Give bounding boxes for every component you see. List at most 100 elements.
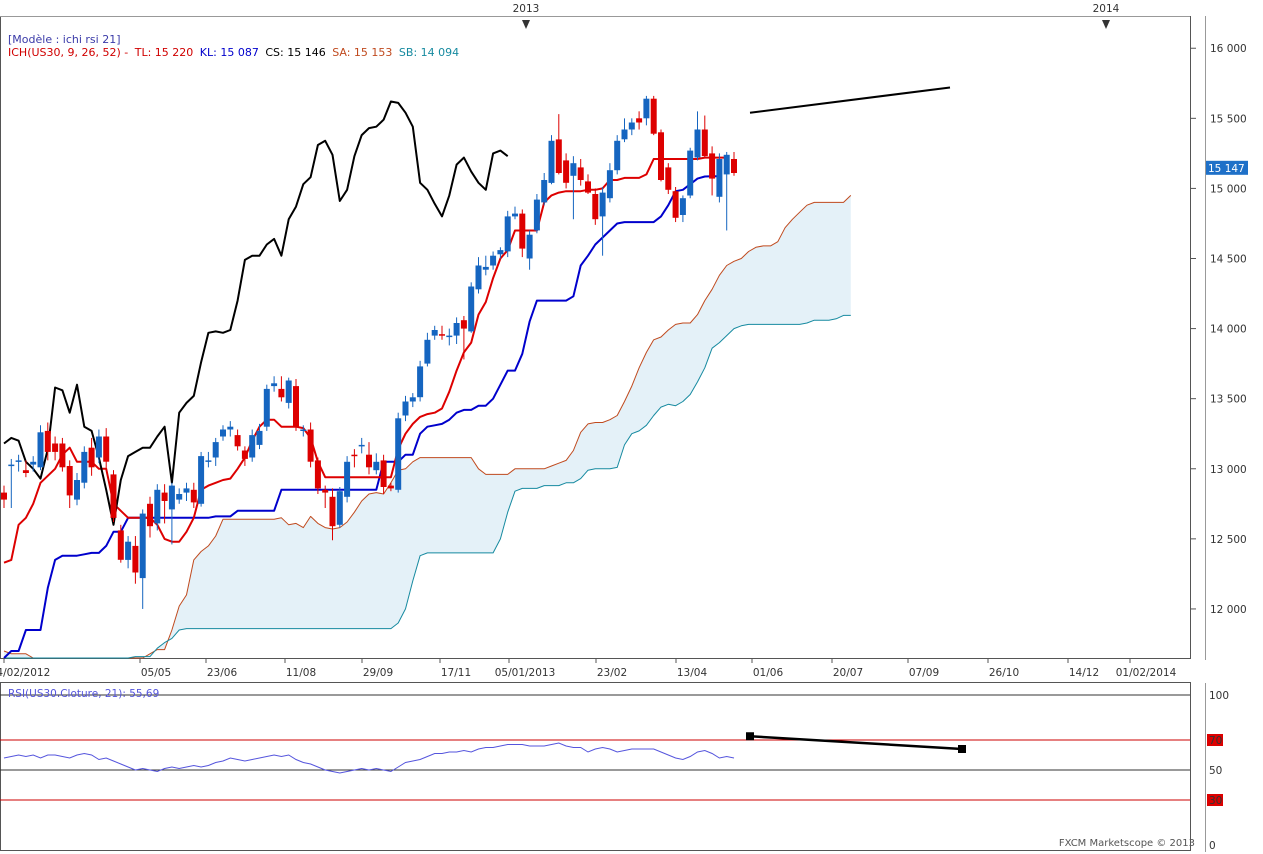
candle-body: [22, 470, 29, 473]
indicator-lines: [3, 86, 951, 659]
candle-body: [132, 545, 139, 573]
x-tick-label: 14/12: [1069, 667, 1099, 679]
candle-body: [212, 442, 219, 458]
candle-body: [125, 541, 132, 560]
candle-body: [37, 432, 44, 468]
candle-body: [278, 388, 285, 398]
candle-body: [139, 513, 146, 579]
candle-body: [154, 489, 161, 524]
candle-body: [314, 460, 321, 489]
candle-body: [256, 430, 263, 445]
candle-body: [263, 388, 270, 427]
candle-body: [504, 216, 511, 252]
candle-body: [409, 397, 416, 402]
x-tick-label: 20/07: [833, 667, 863, 679]
candle-body: [168, 485, 175, 510]
candle-body: [424, 339, 431, 364]
year-marker-label: 2014: [1093, 3, 1120, 15]
x-tick-label: 13/04: [677, 667, 708, 679]
kijun-sen-line: [3, 175, 720, 659]
y-tick-label: 16 000: [1210, 43, 1247, 55]
candle-body: [570, 163, 577, 176]
candle-body: [227, 426, 234, 430]
model-label: [Modèle : ichi rsi 21]: [8, 33, 121, 46]
senkou-b-value: SB: 14 094: [398, 46, 460, 59]
x-tick-label: 07/09: [909, 667, 939, 679]
candle-body: [658, 132, 664, 180]
x-tick-label: 23/02: [597, 667, 627, 679]
y-tick-label: 13 500: [1210, 394, 1247, 406]
rsi-y-tick-label: 70: [1209, 735, 1222, 747]
rsi-divergence-line: [749, 735, 963, 751]
candle-body: [453, 323, 460, 336]
candle-body: [585, 181, 591, 193]
candle-body: [599, 192, 606, 217]
candle-body: [672, 191, 679, 218]
candle-body: [628, 122, 635, 130]
kumo-cloud: [4, 195, 851, 658]
candle-body: [271, 383, 278, 387]
candle-body: [249, 435, 256, 458]
candle-body: [81, 451, 88, 483]
candle-body: [117, 530, 124, 560]
candle-body: [307, 429, 314, 462]
x-tick-label: 23/06: [207, 667, 238, 679]
candle-body: [183, 488, 190, 493]
candle-body: [709, 153, 716, 179]
candle-body: [190, 489, 197, 503]
candle-body: [88, 447, 95, 468]
x-tick-label: 29/09: [363, 667, 393, 679]
ichimoku-prefix: ICH(US30, 9, 26, 52) -: [8, 46, 129, 59]
candle-body: [731, 159, 737, 173]
candle-body: [490, 255, 497, 266]
candle-body: [446, 335, 453, 338]
candle-body: [161, 492, 168, 501]
candle-body: [380, 460, 387, 487]
candle-body: [30, 461, 37, 465]
rsi-level-tag: [1207, 734, 1223, 746]
candle-body: [15, 460, 22, 462]
candle-body: [241, 450, 248, 459]
candle-body: [541, 180, 548, 203]
last-price-tag: [1206, 160, 1248, 175]
candle-body: [687, 150, 694, 196]
x-tick-label: 05/05: [141, 667, 171, 679]
candle-body: [497, 250, 504, 255]
candle-body: [723, 154, 730, 175]
candle-body: [526, 234, 533, 259]
candle-body: [679, 198, 686, 215]
candle-body: [439, 334, 445, 336]
candle-body: [329, 496, 336, 527]
year-marker-arrow: [522, 20, 530, 29]
axes: 16 000 15 500 15 000 14 500 14 000 13 500 13 0…: [0, 3, 1248, 679]
candle-body: [614, 140, 621, 171]
candle-body: [176, 494, 183, 500]
senkou-b-line: [4, 314, 851, 659]
tenkan-value: TL: 15 220: [134, 46, 194, 59]
candle-body: [475, 265, 482, 290]
candle-body: [606, 170, 613, 199]
x-tick-label: 17/11: [441, 667, 471, 679]
candle-body: [417, 366, 424, 398]
candle-body: [234, 435, 241, 447]
x-tick-label: 01/06: [753, 667, 784, 679]
candle-body: [643, 98, 650, 119]
footer-copyright: FXCM Marketscope © 2013: [1058, 838, 1195, 849]
candle-body: [636, 118, 643, 123]
candle-body: [285, 380, 292, 403]
x-tick-label: 01/02/2014: [1116, 667, 1177, 679]
candle-body: [8, 464, 15, 467]
candle-body: [592, 194, 599, 220]
year-marker-label: 2013: [513, 3, 540, 15]
candle-body: [468, 286, 475, 332]
rsi-y-tick-label: 0: [1209, 840, 1216, 852]
candle-body: [322, 489, 329, 493]
chart-frames: [0, 16, 1206, 852]
ichimoku-legend: ICH(US30, 9, 26, 52) - TL: 15 220 KL: 15…: [8, 46, 459, 59]
candle-body: [512, 213, 518, 217]
rsi-y-tick-label: 30: [1209, 795, 1222, 807]
rsi-title: RSI(US30.Cloture, 21): 55,69: [8, 688, 160, 700]
candle-body: [344, 461, 351, 497]
candle-body: [548, 140, 555, 183]
candle-body: [293, 386, 299, 427]
